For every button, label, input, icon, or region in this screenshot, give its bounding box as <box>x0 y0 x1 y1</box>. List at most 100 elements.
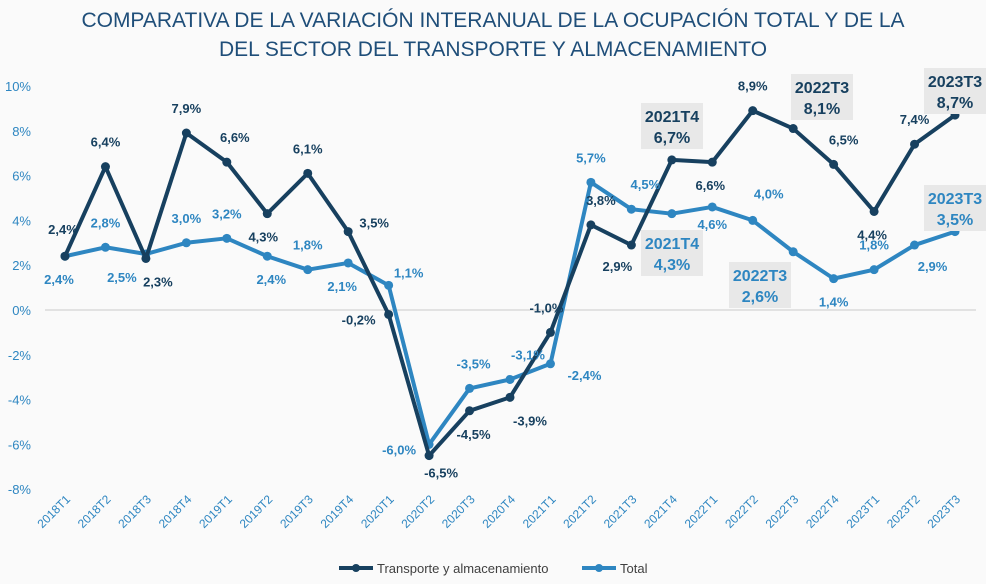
callout-2023T3: 2023T3 8,7% <box>924 68 986 114</box>
data-point[interactable] <box>303 265 313 275</box>
data-labels: 2,4% 6,4% 2,3% 7,9% 6,6% 4,3% 6,1% 3,5% -0,2% -6,… <box>44 79 948 481</box>
data-point[interactable] <box>384 280 394 290</box>
callout-box <box>924 185 986 231</box>
legend-item-total[interactable]: Total <box>582 561 648 576</box>
data-point[interactable] <box>626 204 636 214</box>
data-point[interactable] <box>667 209 677 219</box>
data-label: 2,4% <box>44 272 74 287</box>
data-point[interactable] <box>748 106 758 116</box>
y-tick-label: 4% <box>12 213 31 228</box>
data-label: 6,6% <box>220 130 250 145</box>
data-label: 3,2% <box>212 206 242 221</box>
callout-2021T4: 2021T4 6,7% <box>641 103 703 149</box>
data-label: 7,4% <box>900 112 930 127</box>
data-point[interactable] <box>505 392 515 402</box>
data-point[interactable] <box>303 168 313 178</box>
data-label: 2,4% <box>48 222 78 237</box>
data-point[interactable] <box>384 309 394 319</box>
data-point[interactable] <box>343 227 353 237</box>
legend-marker-total <box>595 564 603 572</box>
data-point[interactable] <box>707 202 717 212</box>
callout-value: 8,1% <box>804 101 840 118</box>
y-tick-label: -4% <box>8 393 32 408</box>
data-label: 4,6% <box>697 217 727 232</box>
data-label: 6,5% <box>829 132 859 147</box>
legend-item-transporte[interactable]: Transporte y almacenamiento <box>339 561 549 576</box>
callout-2021T4: 2021T4 4,3% <box>641 230 703 276</box>
callout-value: 2,6% <box>742 289 778 306</box>
data-point[interactable] <box>869 265 879 275</box>
data-point[interactable] <box>100 162 110 172</box>
callout-period: 2022T3 <box>733 268 787 285</box>
data-label: -2,4% <box>567 368 601 383</box>
data-label: 2,9% <box>918 259 948 274</box>
data-point[interactable] <box>545 327 555 337</box>
callout-period: 2022T3 <box>795 80 849 97</box>
data-point[interactable] <box>100 242 110 252</box>
callout-2023T3: 2023T3 3,5% <box>924 185 986 231</box>
callout-period: 2023T3 <box>928 74 982 91</box>
data-label: 4,4% <box>857 227 887 242</box>
data-point[interactable] <box>910 240 920 250</box>
data-point[interactable] <box>545 359 555 369</box>
data-point[interactable] <box>586 177 596 187</box>
data-point[interactable] <box>262 251 272 261</box>
data-point[interactable] <box>181 238 191 248</box>
data-point[interactable] <box>707 157 717 167</box>
callout-value: 4,3% <box>654 257 690 274</box>
chart-title-line-2: DEL SECTOR DEL TRANSPORTE Y ALMACENAMIEN… <box>219 38 767 61</box>
legend-label-transporte: Transporte y almacenamiento <box>377 561 549 576</box>
data-point[interactable] <box>181 128 191 138</box>
data-point[interactable] <box>262 209 272 219</box>
y-tick-label: 8% <box>12 124 31 139</box>
data-label: -3,5% <box>457 356 491 371</box>
data-label: -6,5% <box>424 466 458 481</box>
data-point[interactable] <box>465 406 475 416</box>
data-label: -0,2% <box>342 312 376 327</box>
data-point[interactable] <box>222 157 232 167</box>
legend-marker-transporte <box>352 564 360 572</box>
callout-box <box>729 262 791 308</box>
data-point[interactable] <box>667 155 677 165</box>
data-point[interactable] <box>222 233 232 243</box>
data-label: 2,8% <box>91 215 121 230</box>
data-point[interactable] <box>829 159 839 169</box>
data-label: 1,1% <box>394 265 424 280</box>
data-label: 7,9% <box>172 101 202 116</box>
callout-value: 6,7% <box>654 130 690 147</box>
callout-value: 3,5% <box>937 212 973 229</box>
legend: Transporte y almacenamiento Total <box>339 561 648 576</box>
data-point[interactable] <box>626 240 636 250</box>
callouts: 2021T4 6,7% 2022T3 8,1% 2023T3 8,7% 2021T4 4,3%… <box>641 68 986 308</box>
data-label: 2,4% <box>256 272 286 287</box>
y-tick-label: 10% <box>5 79 31 94</box>
data-label: 6,1% <box>293 141 323 156</box>
callout-box <box>924 68 986 114</box>
data-point[interactable] <box>343 258 353 268</box>
legend-label-total: Total <box>620 561 648 576</box>
data-point[interactable] <box>465 383 475 393</box>
data-label: -3,1% <box>511 347 545 362</box>
data-label: 1,8% <box>293 238 323 253</box>
data-point[interactable] <box>424 451 434 461</box>
data-label: -3,9% <box>513 413 547 428</box>
callout-2022T3: 2022T3 2,6% <box>729 262 791 308</box>
data-label: 1,4% <box>819 295 849 310</box>
data-point[interactable] <box>788 124 798 134</box>
data-point[interactable] <box>788 247 798 257</box>
data-point[interactable] <box>910 139 920 149</box>
callout-box <box>641 103 703 149</box>
data-label: 6,4% <box>91 135 121 150</box>
data-point[interactable] <box>586 220 596 230</box>
data-point[interactable] <box>869 206 879 216</box>
callout-value: 8,7% <box>937 95 973 112</box>
data-point[interactable] <box>829 274 839 284</box>
data-point[interactable] <box>748 215 758 225</box>
callout-box <box>641 230 703 276</box>
series-transporte <box>60 106 960 461</box>
data-point[interactable] <box>60 251 70 261</box>
data-point[interactable] <box>505 374 515 384</box>
data-label: -1,0% <box>529 300 563 315</box>
data-point[interactable] <box>141 253 151 263</box>
data-label: 2,3% <box>143 274 173 289</box>
